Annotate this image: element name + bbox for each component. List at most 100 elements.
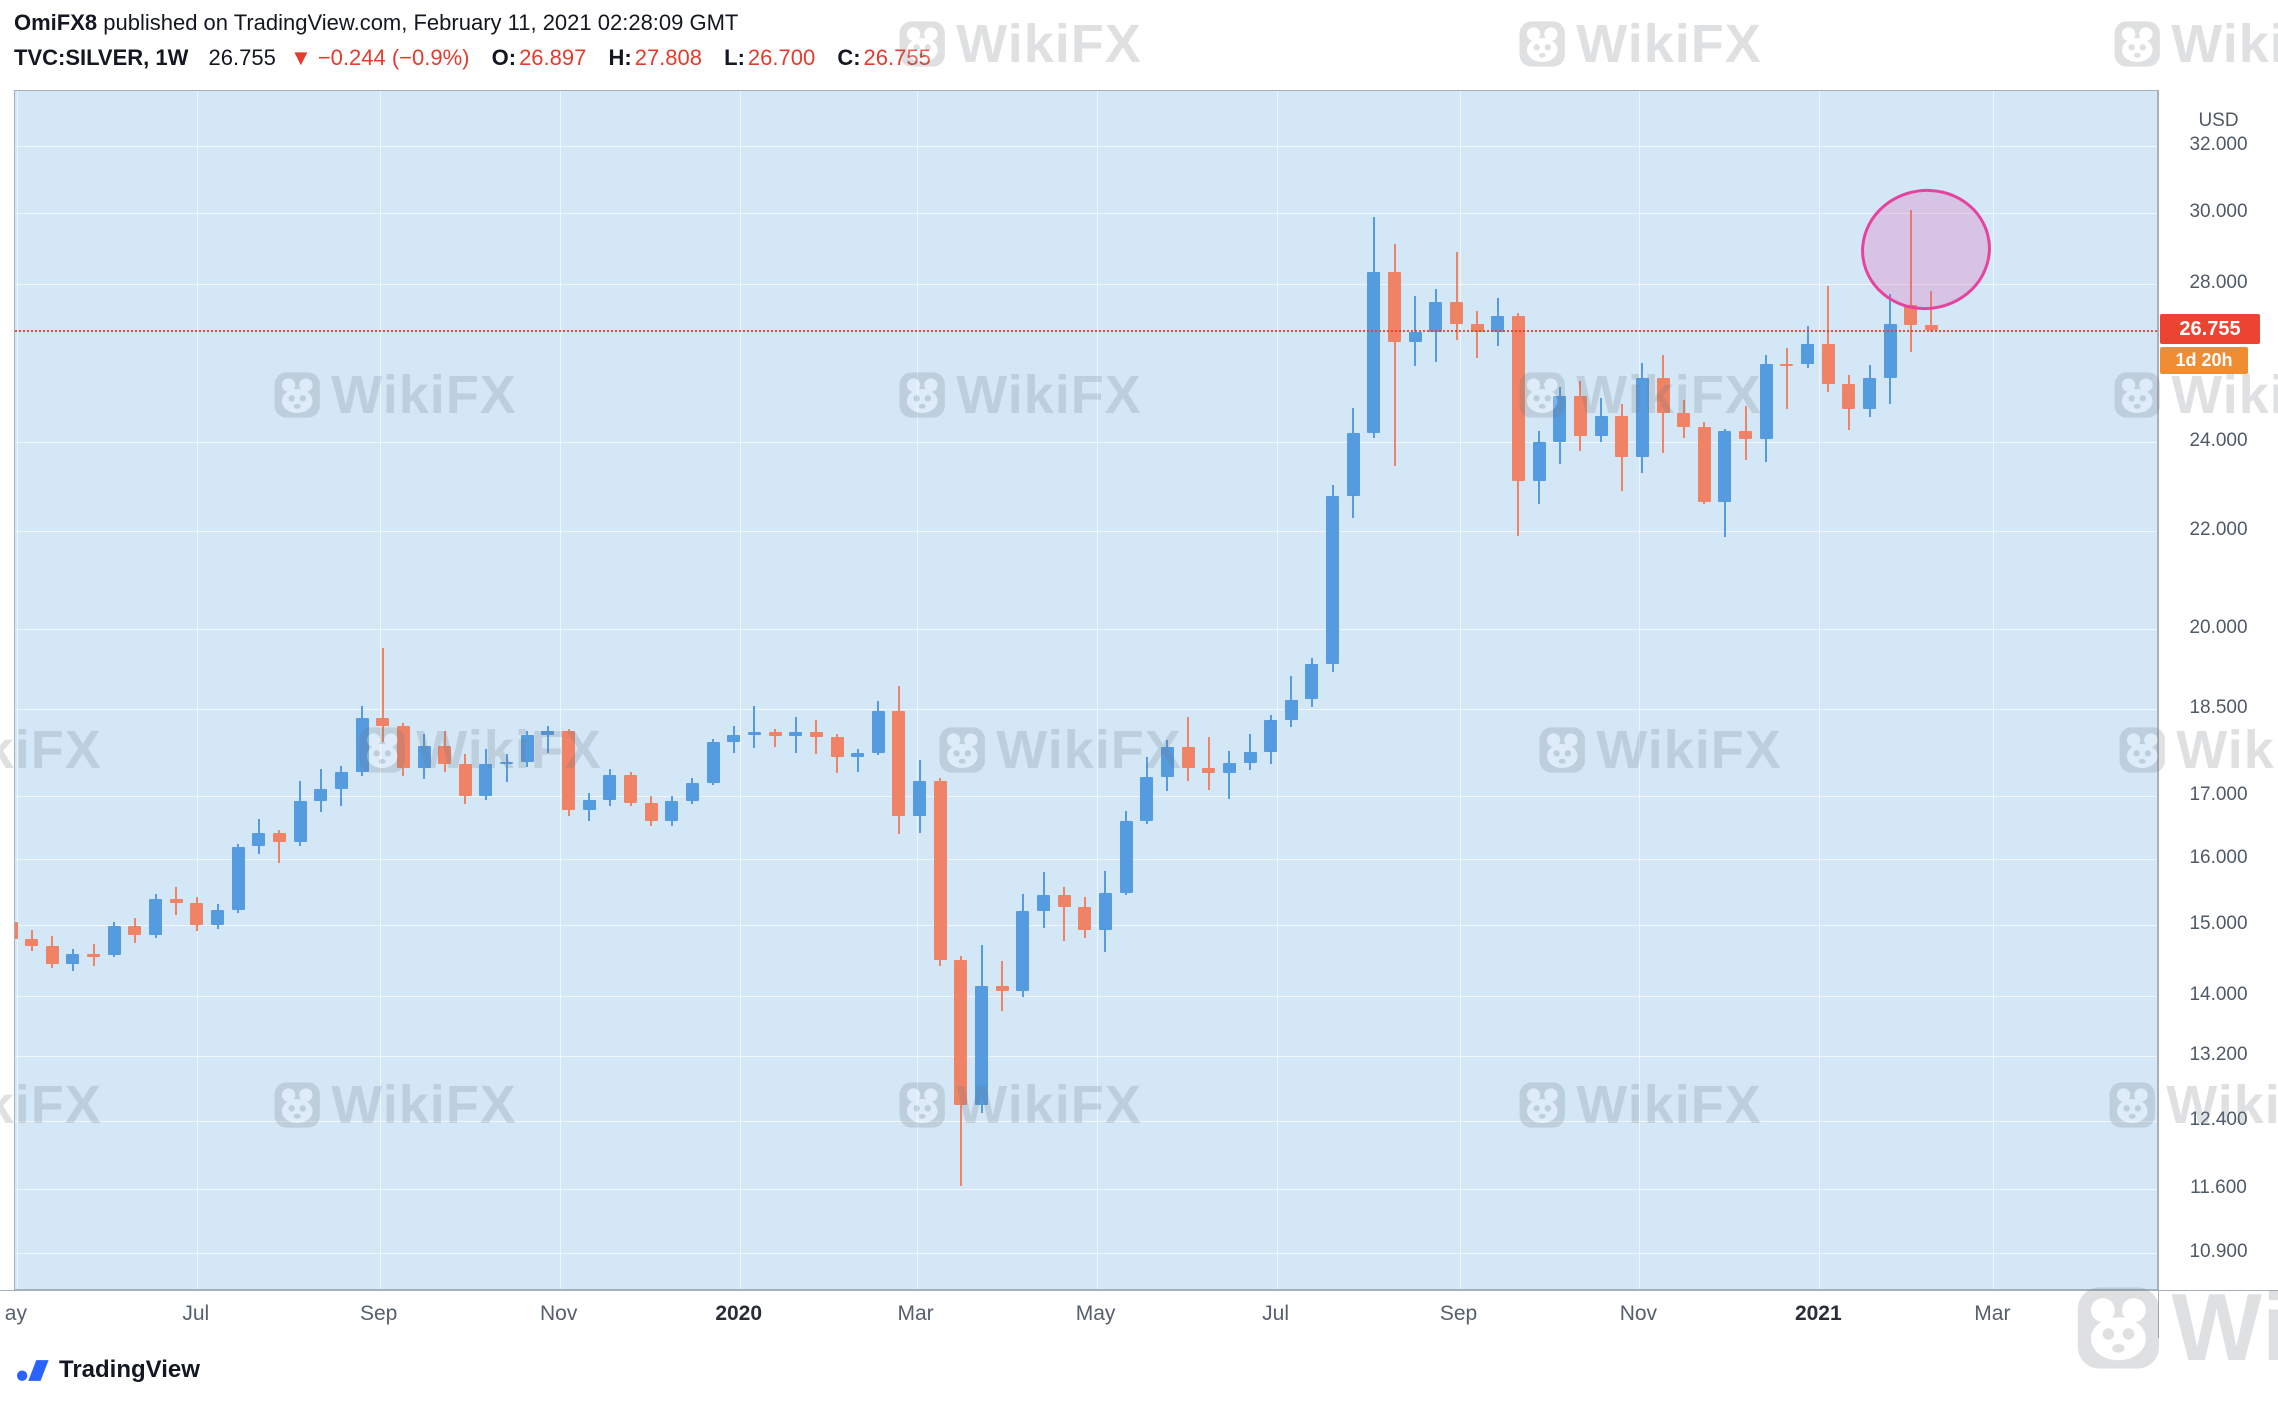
candle-body	[334, 771, 348, 790]
candle-wick	[1827, 286, 1830, 393]
open-label: O:	[491, 45, 517, 70]
currency-label: USD	[2198, 110, 2239, 131]
candle-body	[66, 954, 80, 965]
candle-body	[1284, 699, 1298, 720]
candle-wick	[546, 725, 549, 753]
candle-body	[1202, 767, 1216, 773]
time-axis-label: Jul	[1262, 1302, 1290, 1325]
wikifx-watermark-text: WikiFX	[956, 14, 1142, 74]
wikifx-watermark-text: WikiFX	[2171, 14, 2278, 74]
candle-body	[830, 737, 844, 758]
candle-body	[1160, 746, 1174, 777]
candle-wick	[1909, 209, 1912, 353]
candle-body	[913, 780, 927, 817]
candle-body	[314, 789, 328, 801]
candle-body	[624, 774, 637, 803]
price-axis[interactable]: USD 32.000 30.000 28.000 24.000 22.000 20.000…	[2159, 90, 2278, 1290]
candle-wick	[856, 748, 859, 772]
candle-body	[1429, 302, 1443, 332]
candle-body	[458, 763, 472, 796]
tradingview-logo-icon	[16, 1359, 49, 1381]
candle-body	[376, 718, 390, 727]
candle-body	[1573, 395, 1587, 436]
candle-body	[892, 711, 906, 817]
candle-body	[128, 925, 142, 935]
gridline-vertical	[916, 91, 918, 1289]
candle-body	[520, 734, 534, 762]
gridline-horizontal	[15, 995, 2157, 997]
candle-body	[954, 959, 968, 1105]
candle-body	[1346, 432, 1360, 496]
symbol-info-bar: TVC:SILVER, 1W 26.755 ▼ −0.244 (−0.9%) O…	[14, 45, 931, 71]
candle-body	[1181, 746, 1195, 768]
gridline-vertical	[1276, 91, 1278, 1289]
candle-body	[1677, 413, 1691, 427]
candle-body	[685, 783, 699, 801]
gridline-horizontal	[15, 146, 2157, 148]
time-axis-label: Nov	[1619, 1302, 1658, 1325]
gridline-horizontal	[15, 212, 2157, 214]
candle-body	[190, 903, 204, 925]
candle-body	[1057, 894, 1071, 908]
annotation-ellipse[interactable]	[1853, 180, 1999, 319]
low-value: 26.700	[747, 45, 816, 70]
candle-body	[293, 800, 307, 843]
candle-body	[1635, 377, 1649, 457]
tradingview-attribution[interactable]: TradingView	[16, 1356, 200, 1384]
candle-wick	[1930, 290, 1933, 333]
candle-body	[768, 731, 782, 736]
candle-body	[1450, 302, 1463, 325]
candle-body	[1553, 395, 1567, 442]
candle-body	[479, 764, 493, 796]
candle-body	[644, 803, 658, 822]
candle-body	[727, 734, 741, 743]
gridline-vertical	[379, 91, 381, 1289]
time-axis-label: Nov	[540, 1302, 578, 1325]
candle-body	[25, 938, 39, 946]
candle-body	[706, 742, 720, 784]
candle-body	[1140, 776, 1154, 821]
candle-body	[355, 718, 369, 772]
candle-body	[1222, 762, 1236, 774]
candle-body	[1470, 324, 1484, 332]
time-axis-label: Sep	[360, 1302, 398, 1325]
close-label: C:	[837, 45, 861, 70]
high-value: 27.808	[634, 45, 702, 70]
publish-text: published on TradingView.com, February 1…	[97, 10, 739, 35]
candle-body	[1718, 431, 1732, 502]
gridline-horizontal	[15, 796, 2157, 798]
low-label: L:	[724, 45, 745, 70]
candle-body	[582, 800, 596, 811]
candle-wick	[1063, 887, 1066, 942]
candle-wick	[1455, 252, 1458, 341]
price-tick-label: 12.400	[2189, 1108, 2248, 1130]
close-value: 26.755	[863, 45, 931, 70]
candle-wick	[1785, 347, 1788, 409]
candle-body	[995, 985, 1009, 992]
price-tick-label: 15.000	[2189, 913, 2248, 934]
candle-body	[1305, 664, 1319, 700]
gridline-horizontal	[15, 1189, 2157, 1191]
chart-plot-area[interactable]	[14, 90, 2158, 1290]
candle-body	[933, 780, 947, 960]
price-tick-label: 10.900	[2189, 1241, 2248, 1263]
candle-body	[1326, 496, 1340, 665]
price-axis-separator	[2158, 90, 2159, 1338]
candle-body	[1821, 344, 1835, 385]
last-price: 26.755	[208, 45, 276, 70]
candle-wick	[1393, 243, 1396, 467]
publish-info: OmiFX8 published on TradingView.com, Feb…	[14, 10, 738, 36]
candle-body	[562, 731, 575, 811]
gridline-vertical	[1096, 91, 1098, 1289]
gridline-horizontal	[15, 629, 2157, 631]
candle-wick	[278, 829, 281, 864]
candle-body	[1408, 331, 1422, 342]
candle-body	[789, 731, 803, 736]
candle-body	[851, 753, 865, 758]
wikifx-watermark: WikiFX	[2113, 13, 2278, 75]
time-axis-label: Mar	[1974, 1302, 2011, 1325]
time-axis[interactable]: ay Jul Sep Nov 2020 Mar May Jul Sep Nov 2021 Mar	[0, 1290, 2278, 1338]
price-tick-label: 20.000	[2189, 617, 2248, 639]
candle-body	[438, 746, 452, 764]
candle-body	[665, 800, 679, 822]
